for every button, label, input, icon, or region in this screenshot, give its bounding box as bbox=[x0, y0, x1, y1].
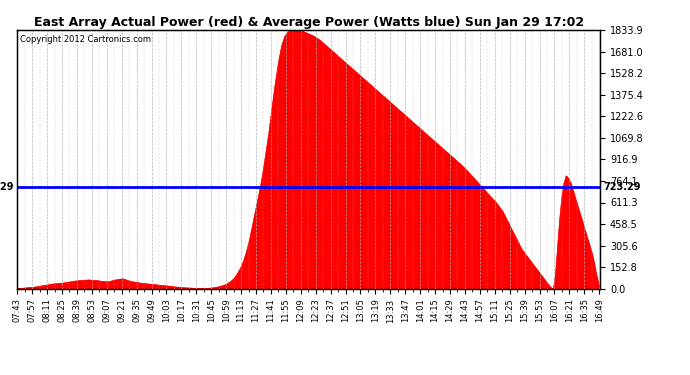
Title: East Array Actual Power (red) & Average Power (Watts blue) Sun Jan 29 17:02: East Array Actual Power (red) & Average … bbox=[34, 16, 584, 29]
Text: 723.29: 723.29 bbox=[603, 182, 641, 192]
Text: Copyright 2012 Cartronics.com: Copyright 2012 Cartronics.com bbox=[20, 35, 151, 44]
Text: 723.29: 723.29 bbox=[0, 182, 14, 192]
